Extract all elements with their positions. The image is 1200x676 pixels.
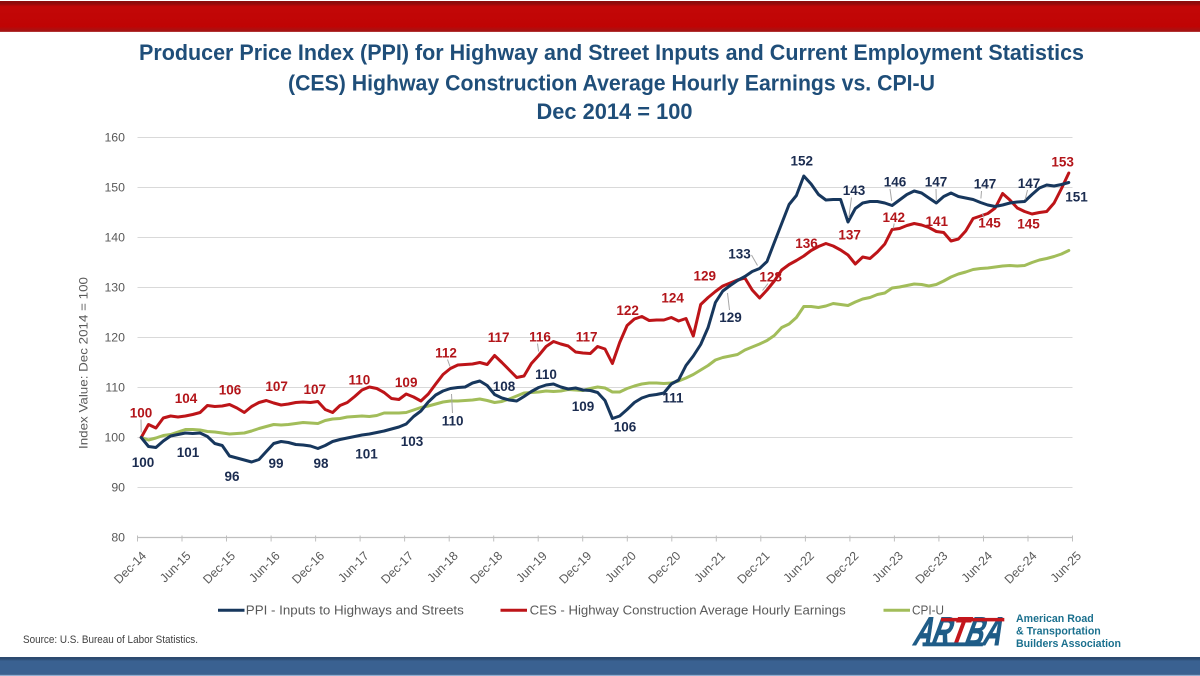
svg-text:145: 145 bbox=[1017, 216, 1040, 231]
svg-text:106: 106 bbox=[614, 419, 637, 434]
svg-text:Dec-22: Dec-22 bbox=[824, 549, 862, 587]
svg-text:& Transportation: & Transportation bbox=[1016, 626, 1101, 638]
svg-text:Jun-15: Jun-15 bbox=[157, 549, 194, 586]
svg-text:152: 152 bbox=[791, 153, 814, 168]
svg-text:Dec-21: Dec-21 bbox=[734, 549, 772, 587]
svg-text:100: 100 bbox=[104, 431, 125, 445]
svg-text:141: 141 bbox=[926, 214, 949, 229]
svg-text:140: 140 bbox=[104, 231, 125, 245]
svg-text:Index Value: Dec 2014 = 100: Index Value: Dec 2014 = 100 bbox=[77, 277, 91, 449]
svg-text:Producer Price Index (PPI) for: Producer Price Index (PPI) for Highway a… bbox=[139, 40, 1084, 65]
svg-text:112: 112 bbox=[435, 345, 457, 360]
svg-text:110: 110 bbox=[535, 367, 557, 382]
svg-text:109: 109 bbox=[572, 399, 595, 414]
svg-text:Jun-24: Jun-24 bbox=[959, 549, 996, 586]
svg-text:107: 107 bbox=[265, 379, 288, 394]
svg-text:Dec-24: Dec-24 bbox=[1002, 549, 1040, 587]
svg-text:122: 122 bbox=[616, 303, 639, 318]
svg-text:Jun-19: Jun-19 bbox=[513, 549, 550, 586]
svg-text:101: 101 bbox=[177, 445, 200, 460]
svg-text:110: 110 bbox=[105, 381, 125, 395]
svg-text:Dec-16: Dec-16 bbox=[289, 549, 327, 587]
svg-text:(CES) Highway Construction Ave: (CES) Highway Construction Average Hourl… bbox=[288, 70, 935, 95]
svg-text:147: 147 bbox=[974, 176, 997, 191]
svg-text:103: 103 bbox=[401, 434, 424, 449]
svg-text:108: 108 bbox=[493, 379, 516, 394]
svg-text:Jun-21: Jun-21 bbox=[691, 549, 728, 586]
svg-text:Jun-23: Jun-23 bbox=[870, 549, 907, 586]
svg-text:CPI-U: CPI-U bbox=[912, 602, 944, 617]
svg-text:American Road: American Road bbox=[1016, 613, 1094, 625]
svg-text:90: 90 bbox=[111, 481, 125, 495]
svg-text:129: 129 bbox=[719, 310, 742, 325]
svg-text:Dec 2014 = 100: Dec 2014 = 100 bbox=[537, 99, 693, 124]
svg-text:Dec-20: Dec-20 bbox=[645, 549, 683, 587]
svg-text:147: 147 bbox=[925, 175, 948, 190]
svg-text:Builders Association: Builders Association bbox=[1016, 638, 1121, 650]
svg-text:96: 96 bbox=[224, 469, 240, 484]
svg-text:107: 107 bbox=[304, 382, 327, 397]
svg-text:Dec-15: Dec-15 bbox=[200, 549, 238, 587]
svg-text:Dec-23: Dec-23 bbox=[913, 549, 951, 587]
svg-text:Jun-25: Jun-25 bbox=[1048, 549, 1085, 586]
svg-text:Dec-17: Dec-17 bbox=[378, 549, 416, 587]
svg-text:129: 129 bbox=[694, 268, 717, 283]
svg-text:Jun-16: Jun-16 bbox=[246, 549, 283, 586]
svg-text:80: 80 bbox=[111, 531, 125, 545]
svg-text:124: 124 bbox=[661, 291, 684, 306]
svg-text:104: 104 bbox=[175, 391, 198, 406]
svg-text:ARTBA: ARTBA bbox=[910, 608, 1009, 653]
svg-text:Dec-18: Dec-18 bbox=[467, 549, 505, 587]
svg-text:153: 153 bbox=[1051, 154, 1074, 169]
svg-text:Jun-22: Jun-22 bbox=[781, 549, 818, 586]
svg-text:110: 110 bbox=[442, 413, 464, 428]
svg-text:101: 101 bbox=[355, 446, 378, 461]
svg-text:CES - Highway Construction Ave: CES - Highway Construction Average Hourl… bbox=[530, 602, 847, 617]
svg-text:147: 147 bbox=[1018, 176, 1041, 191]
svg-text:Source: U.S. Bureau of Labor S: Source: U.S. Bureau of Labor Statistics. bbox=[23, 634, 198, 646]
svg-text:150: 150 bbox=[104, 181, 125, 195]
svg-text:109: 109 bbox=[395, 375, 418, 390]
svg-text:106: 106 bbox=[219, 382, 242, 397]
svg-text:160: 160 bbox=[104, 131, 125, 145]
svg-text:100: 100 bbox=[130, 405, 153, 420]
svg-text:143: 143 bbox=[843, 183, 866, 198]
svg-text:Dec-14: Dec-14 bbox=[111, 549, 149, 587]
svg-text:145: 145 bbox=[978, 215, 1001, 230]
svg-text:110: 110 bbox=[349, 373, 371, 388]
svg-text:111: 111 bbox=[662, 390, 684, 405]
svg-text:98: 98 bbox=[313, 456, 329, 471]
svg-text:136: 136 bbox=[795, 236, 818, 251]
svg-text:116: 116 bbox=[529, 329, 551, 344]
svg-text:142: 142 bbox=[883, 210, 906, 225]
svg-text:128: 128 bbox=[759, 269, 782, 284]
svg-text:Jun-17: Jun-17 bbox=[335, 549, 372, 586]
svg-text:151: 151 bbox=[1065, 189, 1088, 204]
svg-text:133: 133 bbox=[728, 246, 751, 261]
svg-text:PPI - Inputs to Highways and S: PPI - Inputs to Highways and Streets bbox=[246, 602, 465, 617]
svg-text:Dec-19: Dec-19 bbox=[556, 549, 594, 587]
svg-text:117: 117 bbox=[576, 329, 598, 344]
svg-text:146: 146 bbox=[884, 175, 907, 190]
svg-text:120: 120 bbox=[104, 331, 125, 345]
svg-text:137: 137 bbox=[838, 227, 861, 242]
svg-text:117: 117 bbox=[488, 330, 510, 345]
svg-text:130: 130 bbox=[104, 281, 125, 295]
svg-text:Jun-20: Jun-20 bbox=[602, 549, 639, 586]
svg-text:100: 100 bbox=[132, 455, 155, 470]
svg-text:Jun-18: Jun-18 bbox=[424, 549, 461, 586]
svg-text:99: 99 bbox=[268, 456, 283, 471]
